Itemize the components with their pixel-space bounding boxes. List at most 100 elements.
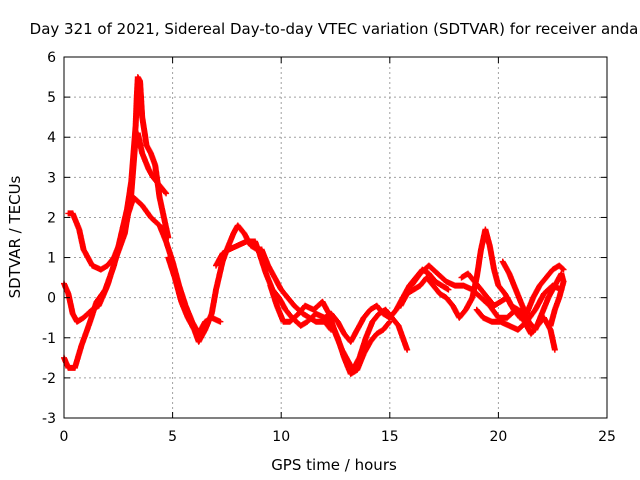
data-point xyxy=(358,356,361,359)
data-point xyxy=(473,280,476,283)
data-point xyxy=(488,244,491,247)
data-series xyxy=(473,282,565,333)
data-point xyxy=(492,304,496,307)
data-point xyxy=(542,292,546,295)
data-point xyxy=(540,312,543,315)
y-tick-label: -2 xyxy=(42,371,56,387)
data-point xyxy=(134,124,137,127)
data-point xyxy=(460,276,463,279)
data-point xyxy=(445,296,448,299)
data-point xyxy=(71,312,74,315)
data-point xyxy=(299,324,302,327)
data-point xyxy=(280,288,283,291)
data-point xyxy=(482,316,485,319)
data-point xyxy=(67,292,70,295)
data-point xyxy=(151,176,155,179)
axis-ticks: -3 -2 -1 0 1 2 3 4 5 6 0 5 10 15 20 25 xyxy=(42,50,616,445)
data-point xyxy=(141,152,144,155)
data-series xyxy=(458,262,567,321)
data-point xyxy=(267,264,270,267)
data-point xyxy=(382,328,385,331)
data-point xyxy=(499,320,502,323)
data-point xyxy=(80,344,83,347)
data-point xyxy=(375,304,378,307)
data-point xyxy=(471,296,474,299)
data-point xyxy=(221,260,224,263)
data-point xyxy=(147,168,150,171)
data-point xyxy=(516,328,520,331)
data-point xyxy=(364,336,368,339)
data-point xyxy=(82,248,85,251)
data-series xyxy=(321,266,452,345)
data-point xyxy=(521,304,524,307)
data-point xyxy=(419,272,422,275)
data-point xyxy=(186,316,189,319)
data-point xyxy=(412,288,415,291)
data-point xyxy=(135,95,138,99)
data-point xyxy=(445,280,448,283)
data-point xyxy=(545,276,548,279)
data-point xyxy=(141,204,144,207)
data-point xyxy=(297,312,300,315)
data-points xyxy=(61,74,567,377)
y-tick-label: 2 xyxy=(47,210,56,226)
data-point xyxy=(538,284,541,287)
data-point xyxy=(562,268,565,271)
data-point xyxy=(193,328,196,331)
data-point xyxy=(427,264,431,267)
data-point xyxy=(475,276,478,279)
data-point xyxy=(514,288,517,291)
data-point xyxy=(406,292,409,295)
data-point xyxy=(330,312,333,315)
data-point xyxy=(227,248,231,251)
y-tick-label: 5 xyxy=(47,90,56,106)
data-point xyxy=(336,320,339,323)
data-point xyxy=(399,304,402,307)
data-point xyxy=(525,320,528,323)
data-point xyxy=(551,284,554,287)
data-point xyxy=(484,228,487,231)
data-point xyxy=(236,244,239,247)
data-point xyxy=(560,272,563,275)
data-point xyxy=(78,228,81,231)
data-point xyxy=(149,152,153,155)
x-tick-label: 20 xyxy=(489,429,507,445)
data-point xyxy=(432,284,435,287)
data-point xyxy=(419,284,422,287)
data-point xyxy=(67,366,70,370)
data-point xyxy=(323,316,326,319)
data-point xyxy=(264,272,268,275)
data-point xyxy=(132,152,135,155)
data-point xyxy=(479,296,483,299)
x-tick-label: 25 xyxy=(598,429,616,445)
data-point xyxy=(462,284,465,287)
data-point xyxy=(395,308,398,311)
data-point xyxy=(475,308,478,311)
data-point xyxy=(388,320,391,323)
data-point xyxy=(214,264,218,267)
data-point xyxy=(149,216,153,219)
data-point xyxy=(303,304,307,307)
y-tick-label: -3 xyxy=(42,411,56,427)
data-point xyxy=(447,288,450,291)
data-point xyxy=(471,288,474,291)
data-point xyxy=(130,180,133,183)
data-point xyxy=(356,368,359,372)
data-point xyxy=(141,116,144,119)
x-tick-label: 10 xyxy=(272,429,290,445)
data-point xyxy=(286,296,289,299)
data-point xyxy=(306,320,309,323)
data-point xyxy=(180,300,183,303)
data-point xyxy=(440,284,444,287)
data-point xyxy=(384,308,387,311)
data-point xyxy=(534,328,537,331)
data-point xyxy=(479,288,483,291)
data-point xyxy=(532,296,535,299)
data-point xyxy=(558,264,561,267)
data-point xyxy=(197,340,200,343)
data-point xyxy=(275,304,279,307)
x-axis-label: GPS time / hours xyxy=(271,456,397,474)
data-series xyxy=(165,222,335,345)
data-point xyxy=(438,292,441,295)
